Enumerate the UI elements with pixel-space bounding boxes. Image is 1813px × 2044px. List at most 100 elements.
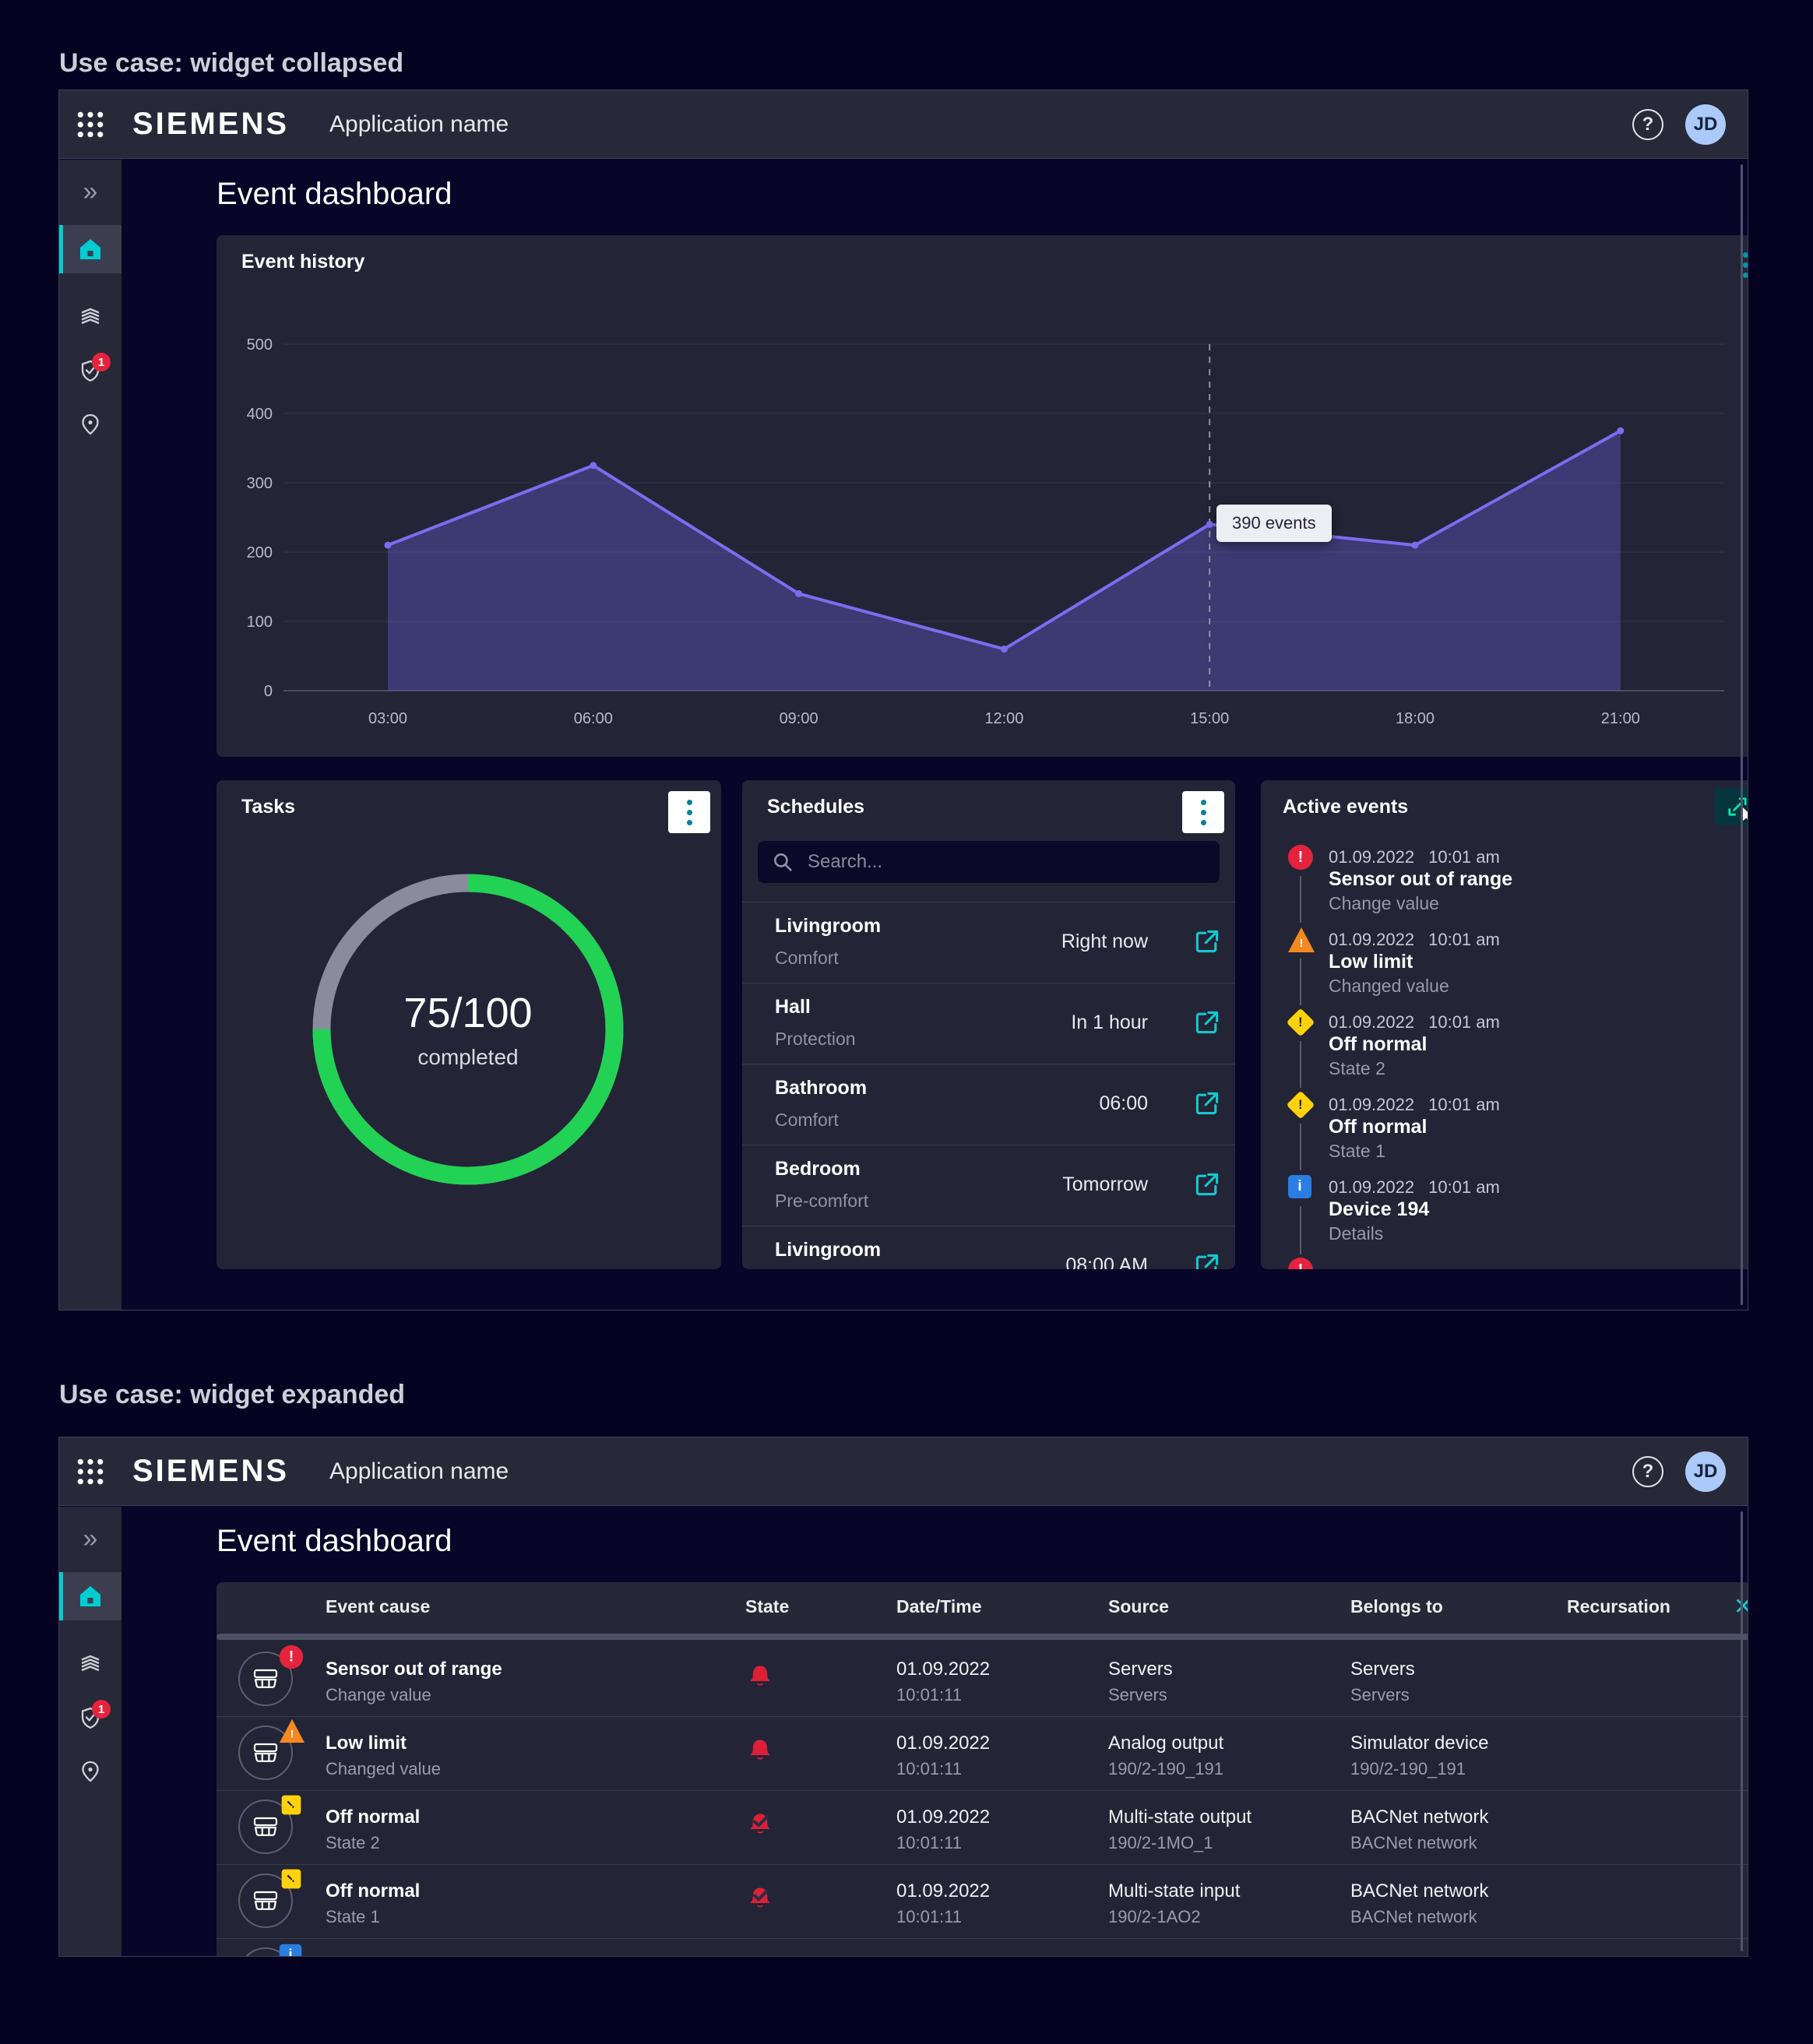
window-expanded: SIEMENS Application name ? JD » 1 Event …	[58, 1437, 1748, 1957]
event-subtitle: State 1	[1329, 1141, 1385, 1161]
sidebar-item-location[interactable]	[59, 399, 121, 448]
cell-belongs: Servers	[1350, 1659, 1415, 1680]
col-belongs-to: Belongs to	[1350, 1596, 1443, 1617]
vertical-scrollbar[interactable]	[1741, 1511, 1743, 1951]
event-title: Low limit	[1329, 951, 1413, 973]
sidebar-item-security[interactable]: 1	[59, 1694, 121, 1742]
device-icon	[238, 1652, 293, 1706]
caution-icon: !	[281, 1869, 301, 1889]
vertical-scrollbar[interactable]	[1741, 164, 1743, 1305]
event-history-menu-icon[interactable]	[1743, 252, 1748, 278]
avatar[interactable]: JD	[1685, 104, 1726, 145]
open-schedule-icon[interactable]	[1193, 1089, 1221, 1117]
schedule-row[interactable]: Livingroom Comfort 08:00 AM	[742, 1226, 1235, 1269]
active-event-item: ! 01.09.2022 10:01 am Off normal State 2	[1261, 1008, 1748, 1092]
event-time: 10:01 am	[1428, 930, 1500, 949]
sidebar-item-security[interactable]: 1	[59, 347, 121, 395]
table-row[interactable]: ! Low limit Changed value 01.09.2022 10:…	[217, 1717, 1748, 1791]
table-row[interactable]: ! Off normal State 1 01.09.2022 10:01:11…	[217, 1865, 1748, 1939]
event-time: 10:01 am	[1428, 847, 1500, 867]
page-title: Event dashboard	[217, 177, 452, 211]
open-schedule-icon[interactable]	[1193, 1251, 1221, 1269]
cell-time: 10:01:11	[896, 1759, 963, 1778]
schedule-when: Right now	[1061, 931, 1148, 952]
sidebar-item-layers[interactable]	[59, 1639, 121, 1687]
event-title: Device 194	[1329, 1198, 1430, 1220]
schedules-menu-button[interactable]	[1182, 791, 1224, 833]
schedule-mode: Protection	[775, 1029, 856, 1049]
sidebar-item-home[interactable]	[59, 225, 121, 273]
sidebar-collapse-toggle[interactable]: »	[59, 167, 121, 216]
cell-belongs-sub: Servers	[1350, 1685, 1410, 1705]
help-icon[interactable]: ?	[1632, 108, 1663, 140]
cell-belongs-sub: BACNet network	[1350, 1907, 1477, 1926]
help-icon[interactable]: ?	[1632, 1455, 1663, 1487]
schedule-row[interactable]: Bathroom Comfort 06:00	[742, 1064, 1235, 1145]
app-launcher-icon[interactable]	[59, 1458, 121, 1486]
caution-icon: !	[1286, 1008, 1315, 1037]
event-table-widget: Event cause State Date/Time Source Belon…	[217, 1582, 1748, 1956]
open-schedule-icon[interactable]	[1193, 927, 1221, 955]
timeline-connector	[1300, 1124, 1301, 1170]
sidebar-item-layers[interactable]	[59, 292, 121, 340]
sidebar-item-location[interactable]	[59, 1747, 121, 1795]
table-row[interactable]: ! Off normal State 2 01.09.2022 10:01:11…	[217, 1791, 1748, 1865]
cell-belongs: Simulator device	[1350, 1733, 1489, 1754]
location-pin-icon	[82, 413, 99, 435]
tasks-menu-button[interactable]	[668, 791, 710, 833]
schedule-when: 06:00	[1099, 1092, 1148, 1114]
active-event-item: ! 01.09.2022 10:01 am Sensor out of range…	[1261, 845, 1748, 927]
tasks-widget: Tasks 75/100 completed	[217, 780, 721, 1269]
tasks-value: 75/100	[403, 990, 533, 1036]
search-input[interactable]	[758, 841, 1220, 883]
cell-cause-sub: State 2	[326, 1833, 380, 1852]
event-history-chart[interactable]: 0 100 200 300 400 500 03:00 06:00 09:00 12:00 15:0…	[217, 235, 1748, 757]
table-row[interactable]: ! Sensor out of range Change value 01.09…	[217, 1643, 1748, 1717]
schedule-row[interactable]: Hall Protection In 1 hour	[742, 983, 1235, 1064]
alarm-acknowledged-icon	[747, 1811, 773, 1835]
active-event-item: ! 01.09.2022 10:01 am Off normal State 1	[1261, 1090, 1748, 1175]
alarm-bell-icon	[750, 1740, 770, 1760]
table-row-partial: i	[217, 1939, 1748, 1956]
sidebar: » 1	[59, 160, 121, 1310]
window-body: » 1 Event dashboard Event cause State Da…	[59, 1507, 1748, 1956]
data-point	[1206, 520, 1213, 528]
event-history-widget: Event history 0 100 200 300 400 500 03:00 06:00…	[217, 235, 1748, 757]
schedule-room: Livingroom	[775, 915, 882, 937]
event-title: Sensor out of range	[1329, 868, 1513, 890]
close-icon[interactable]: ✕	[1734, 1593, 1748, 1620]
schedule-row[interactable]: Livingroom Comfort Right now	[742, 902, 1235, 983]
schedule-row[interactable]: Bedroom Pre-comfort Tomorrow	[742, 1145, 1235, 1226]
open-schedule-icon[interactable]	[1193, 1170, 1221, 1198]
schedule-when: Tomorrow	[1062, 1173, 1148, 1195]
schedules-title: Schedules	[767, 796, 865, 818]
info-icon: i	[1288, 1175, 1311, 1198]
col-state: State	[745, 1596, 790, 1617]
sidebar-collapse-toggle[interactable]: »	[59, 1515, 121, 1563]
timeline-connector	[1300, 1041, 1301, 1088]
avatar[interactable]: JD	[1685, 1451, 1726, 1492]
cell-time: 10:01:11	[896, 1833, 963, 1852]
device-icon	[238, 1799, 293, 1854]
cell-source-sub: 190/2-190_191	[1108, 1759, 1224, 1778]
cell-source-sub: 190/2-1MO_1	[1108, 1833, 1213, 1852]
location-pin-icon	[82, 1761, 99, 1782]
horizontal-scrollbar[interactable]	[217, 1634, 1748, 1640]
app-launcher-icon[interactable]	[59, 111, 121, 139]
x-tick-label: 03:00	[368, 710, 407, 727]
y-tick-label: 400	[247, 406, 273, 423]
open-schedule-icon[interactable]	[1193, 1008, 1221, 1036]
x-tick-label: 12:00	[984, 710, 1023, 727]
schedule-mode: Comfort	[775, 948, 839, 968]
brand-logo: SIEMENS	[132, 1454, 290, 1488]
home-icon	[80, 239, 100, 259]
sidebar-item-home[interactable]	[59, 1572, 121, 1620]
tasks-caption: completed	[417, 1045, 519, 1069]
cell-source-sub: Servers	[1108, 1685, 1167, 1705]
schedules-widget: Schedules Livingroom Comfort Right now H…	[742, 780, 1235, 1269]
event-date: 01.09.2022	[1329, 847, 1415, 867]
data-point	[384, 541, 392, 549]
event-subtitle: Change value	[1329, 893, 1439, 913]
critical-icon: !	[1288, 845, 1313, 870]
